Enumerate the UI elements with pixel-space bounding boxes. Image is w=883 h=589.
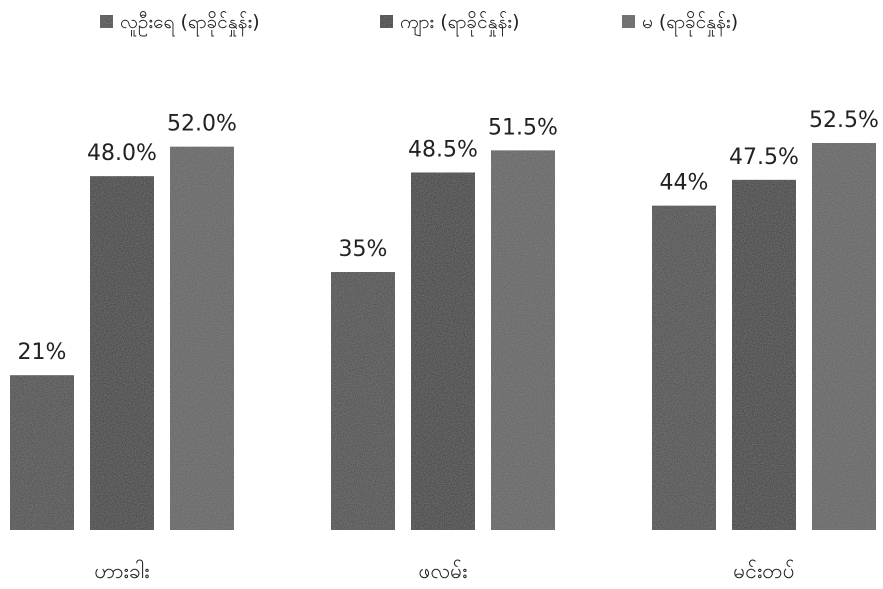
bars-group — [10, 143, 876, 530]
bar-2-3 — [732, 179, 796, 530]
legend-swatch-1 — [100, 15, 113, 28]
data-label-2-3: 47.5% — [729, 145, 799, 170]
category-label-2: ဖလမ်း — [418, 558, 467, 583]
legend-label-3: မ (ရာခိုင်နှုန်း) — [642, 10, 738, 37]
data-label-2-1: 48.0% — [87, 141, 157, 166]
legend-swatch-2 — [380, 15, 393, 28]
data-label-3-2: 51.5% — [488, 115, 558, 140]
data-label-3-1: 52.0% — [167, 112, 237, 137]
data-label-2-2: 48.5% — [408, 137, 478, 162]
legend: လူဦးရေ (ရာခိုင်နှုန်း) ကျား (ရာခိုင်နှုန်… — [100, 10, 738, 37]
legend-swatch-3 — [622, 15, 635, 28]
bar-2-1 — [90, 176, 154, 530]
legend-label-1: လူဦးရေ (ရာခိုင်နှုန်း) — [120, 10, 260, 37]
bar-3-3 — [812, 143, 876, 530]
data-label-1-1: 21% — [18, 340, 67, 365]
bar-1-3 — [652, 205, 716, 530]
bar-1-2 — [331, 272, 395, 530]
data-label-1-3: 44% — [660, 171, 709, 196]
data-labels-group: 21% 48.0% 52.0% 35% 48.5% 51.5% 44% 47.5% 52.5% — [18, 108, 879, 365]
data-label-3-3: 52.5% — [809, 108, 879, 133]
legend-label-2: ကျား (ရာခိုင်နှုန်း) — [400, 10, 520, 37]
category-label-1: ဟားခါး — [94, 558, 149, 583]
bar-2-2 — [411, 172, 475, 530]
bar-3-2 — [491, 150, 555, 530]
bar-3-1 — [170, 146, 234, 530]
bar-1-1 — [10, 375, 74, 530]
data-label-1-2: 35% — [339, 237, 388, 262]
category-label-3: မင်းတပ် — [733, 558, 794, 583]
category-labels-group: ဟားခါး ဖလမ်း မင်းတပ် — [94, 558, 794, 583]
